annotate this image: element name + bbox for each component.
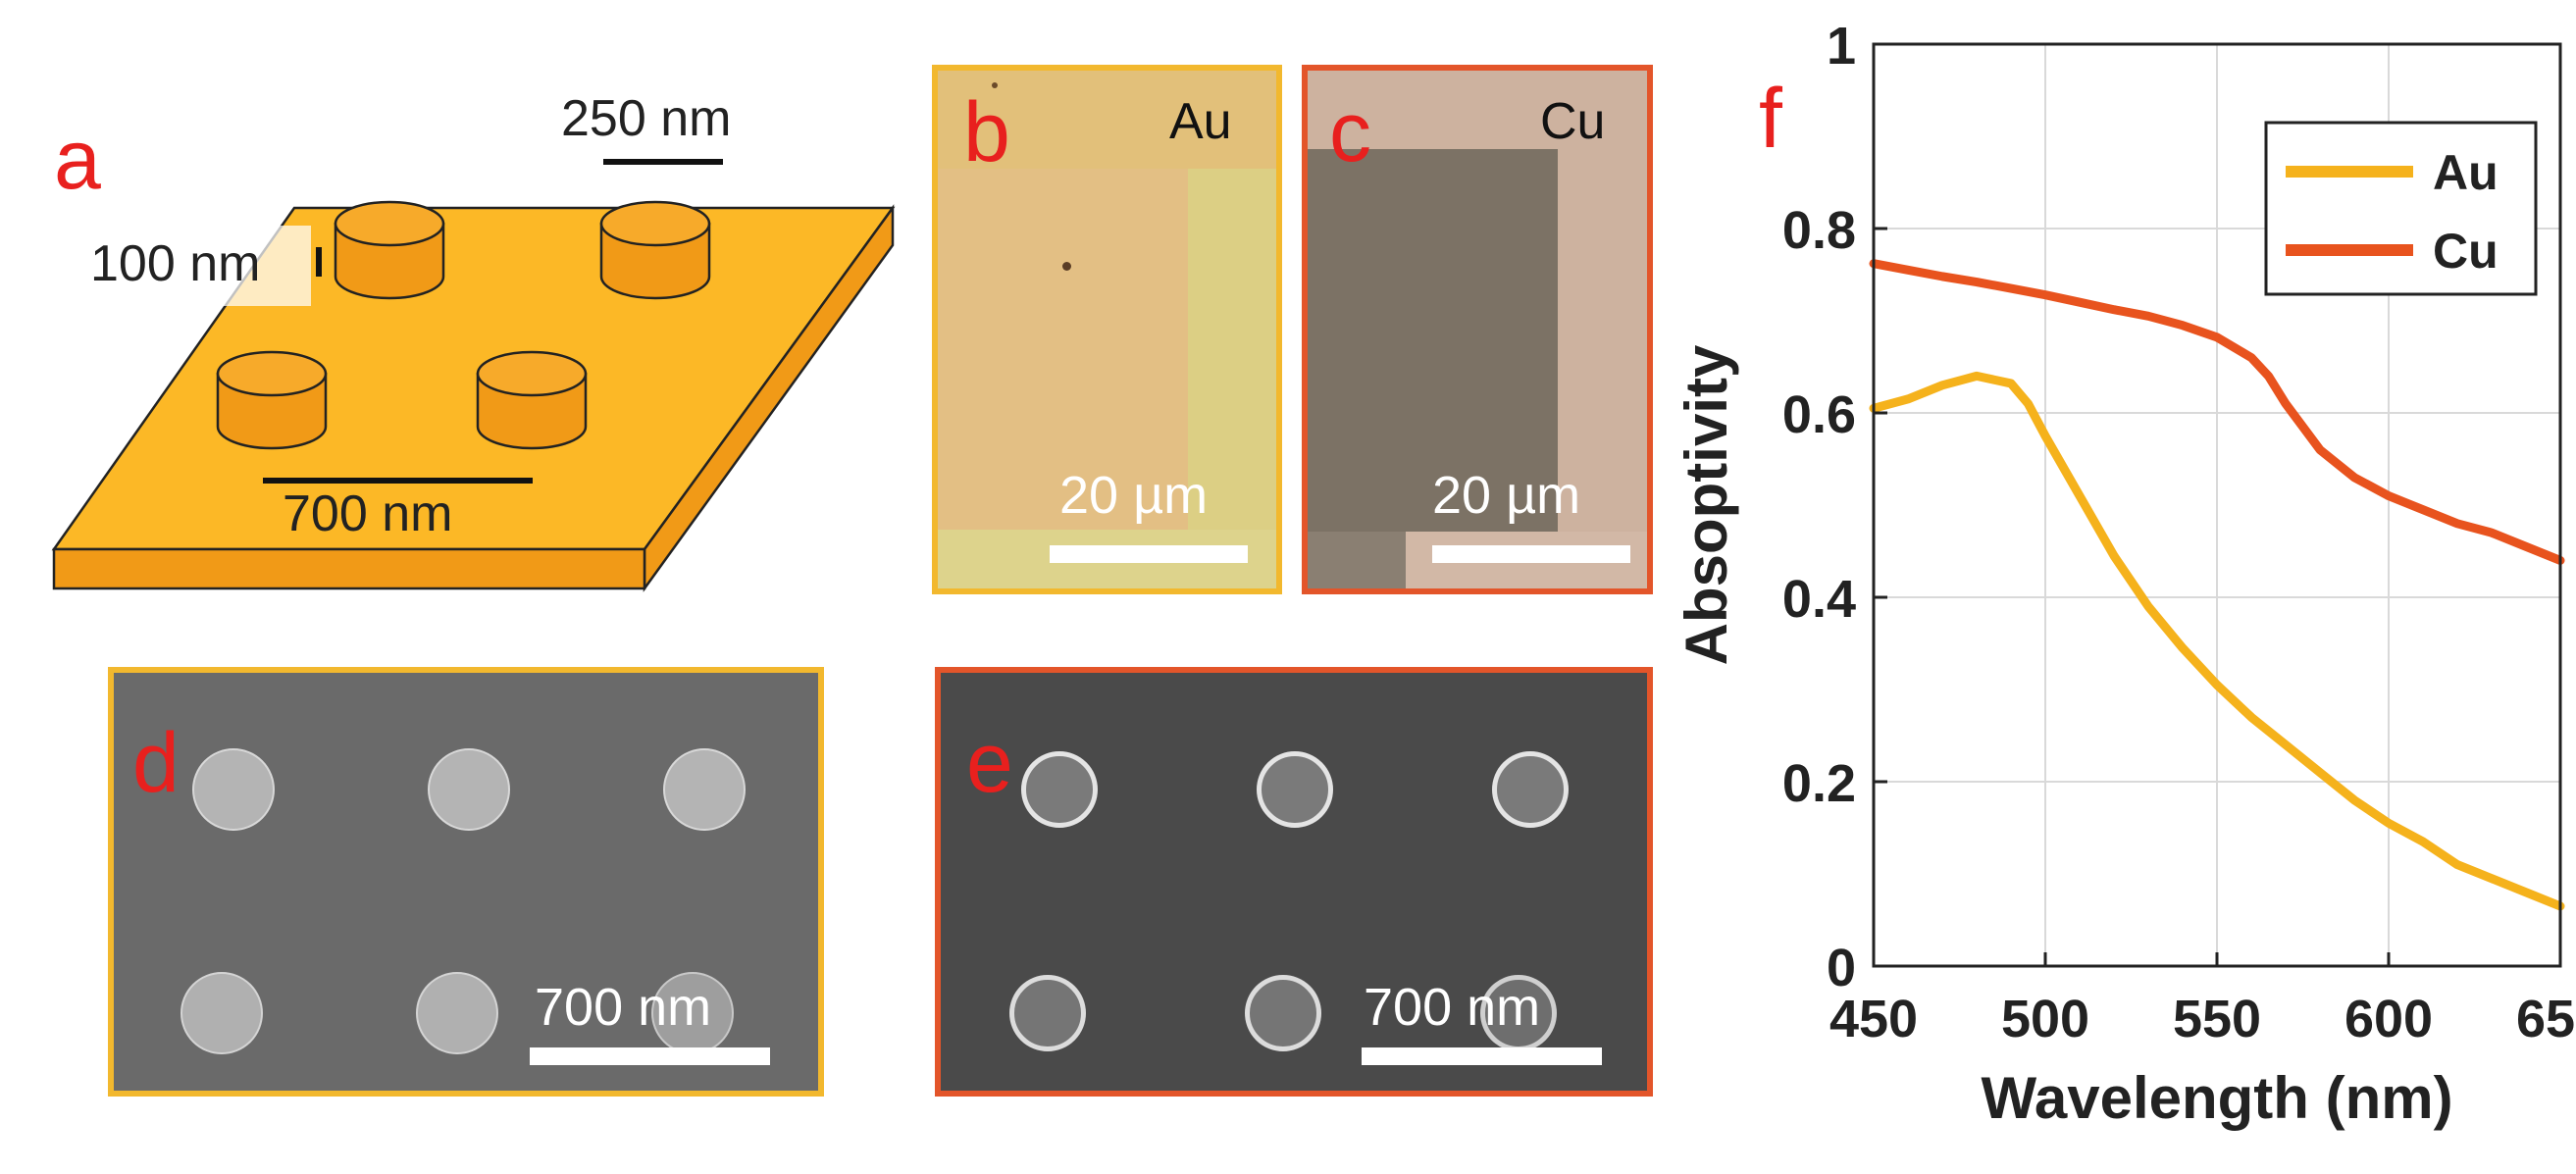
metal-label-au: Au	[1169, 93, 1232, 150]
x-axis-label: Wavelength (nm)	[1981, 1065, 2452, 1131]
scale-bar-e	[1362, 1047, 1602, 1065]
legend: Au Cu	[2264, 121, 2538, 296]
nanodisk	[1257, 751, 1333, 828]
nanodisk	[1009, 975, 1086, 1051]
scale-bar-b	[1050, 545, 1248, 563]
absorptivity-chart: 0 0.2 0.4 0.6 0.8 1 450 500 550 600 650 Wavelength…	[1674, 17, 2576, 1131]
x-tick-label: 450	[1829, 990, 1918, 1048]
y-tick-label: 0.6	[1782, 385, 1856, 444]
nanodisk	[651, 972, 734, 1054]
series-line-au	[1869, 371, 2565, 911]
substrate-front-side	[52, 547, 646, 590]
pillars	[216, 200, 711, 450]
y-tick-label: 0.8	[1782, 201, 1856, 260]
pillar	[216, 350, 328, 450]
x-tick-label: 550	[2173, 990, 2261, 1048]
scale-label-e: 700 nm	[1364, 978, 1541, 1037]
x-tick-label: 600	[2344, 990, 2433, 1048]
panel-label-b: b	[963, 85, 1010, 179]
nanopillar-schematic	[51, 159, 896, 592]
panel-label-c: c	[1329, 85, 1371, 179]
y-tick-label: 0.2	[1782, 754, 1856, 813]
sem-image-cu	[935, 667, 1653, 1097]
nanodisk	[192, 748, 275, 831]
nanodisk	[1245, 975, 1321, 1051]
scale-bar-c	[1432, 545, 1630, 563]
legend-box	[2264, 121, 2538, 296]
pillar	[476, 350, 588, 450]
period-dimension-label: 700 nm	[283, 485, 453, 542]
nanodisk	[663, 748, 746, 831]
pillar	[334, 200, 445, 300]
pillar	[599, 200, 711, 300]
nanodisk	[1021, 751, 1098, 828]
nanodisk	[416, 972, 498, 1054]
panel-label-a: a	[54, 113, 101, 207]
legend-label-au: Au	[2433, 145, 2499, 200]
optical-image-au	[932, 65, 1282, 594]
panel-label-d: d	[132, 716, 180, 810]
scale-label-c: 20 µm	[1432, 466, 1581, 525]
sem-image-au	[108, 667, 824, 1097]
height-dimension-label: 100 nm	[90, 235, 261, 292]
y-axis-label: Absoptivity	[1674, 344, 1739, 665]
scale-label-d: 700 nm	[535, 978, 712, 1037]
optical-image-cu	[1302, 65, 1653, 594]
legend-label-cu: Cu	[2433, 224, 2499, 279]
nanodisk	[180, 972, 263, 1054]
diameter-dimension-label: 250 nm	[561, 90, 732, 147]
nanodisk	[428, 748, 510, 831]
nanodisk	[1492, 751, 1569, 828]
scale-label-b: 20 µm	[1059, 466, 1209, 525]
x-tick-label: 500	[2001, 990, 2089, 1048]
panel-label-f: f	[1759, 72, 1782, 166]
y-tick-label: 0.4	[1782, 570, 1856, 629]
panel-label-e: e	[966, 716, 1013, 810]
y-tick-label: 0	[1827, 939, 1856, 997]
series-line-cu	[1869, 259, 2565, 565]
height-label-backdrop	[90, 226, 311, 306]
scale-bar-d	[530, 1047, 770, 1065]
metal-label-cu: Cu	[1540, 93, 1606, 150]
nanodisk	[1480, 975, 1557, 1051]
x-tick-label: 650	[2516, 990, 2576, 1048]
y-tick-label: 1	[1827, 17, 1856, 76]
